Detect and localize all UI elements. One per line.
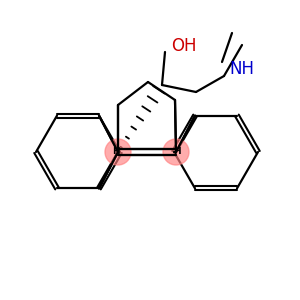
Circle shape (105, 139, 131, 165)
Text: H: H (112, 148, 120, 157)
Text: H: H (173, 148, 181, 157)
Text: NH: NH (229, 60, 254, 78)
Text: OH: OH (171, 37, 196, 55)
Circle shape (163, 139, 189, 165)
